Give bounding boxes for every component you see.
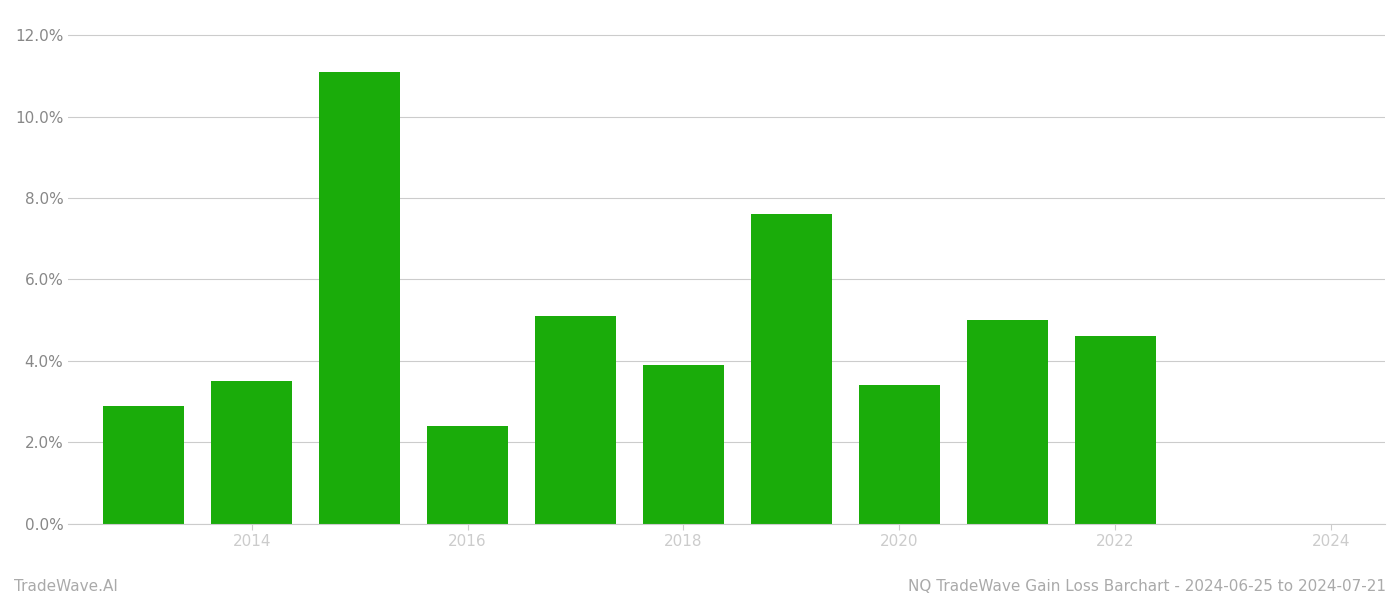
Bar <box>427 426 508 524</box>
Bar <box>643 365 724 524</box>
Bar <box>319 72 400 524</box>
Bar <box>1075 337 1155 524</box>
Bar <box>750 214 832 524</box>
Bar <box>858 385 939 524</box>
Bar <box>211 381 293 524</box>
Bar <box>967 320 1047 524</box>
Bar <box>535 316 616 524</box>
Text: TradeWave.AI: TradeWave.AI <box>14 579 118 594</box>
Bar <box>104 406 185 524</box>
Text: NQ TradeWave Gain Loss Barchart - 2024-06-25 to 2024-07-21: NQ TradeWave Gain Loss Barchart - 2024-0… <box>909 579 1386 594</box>
